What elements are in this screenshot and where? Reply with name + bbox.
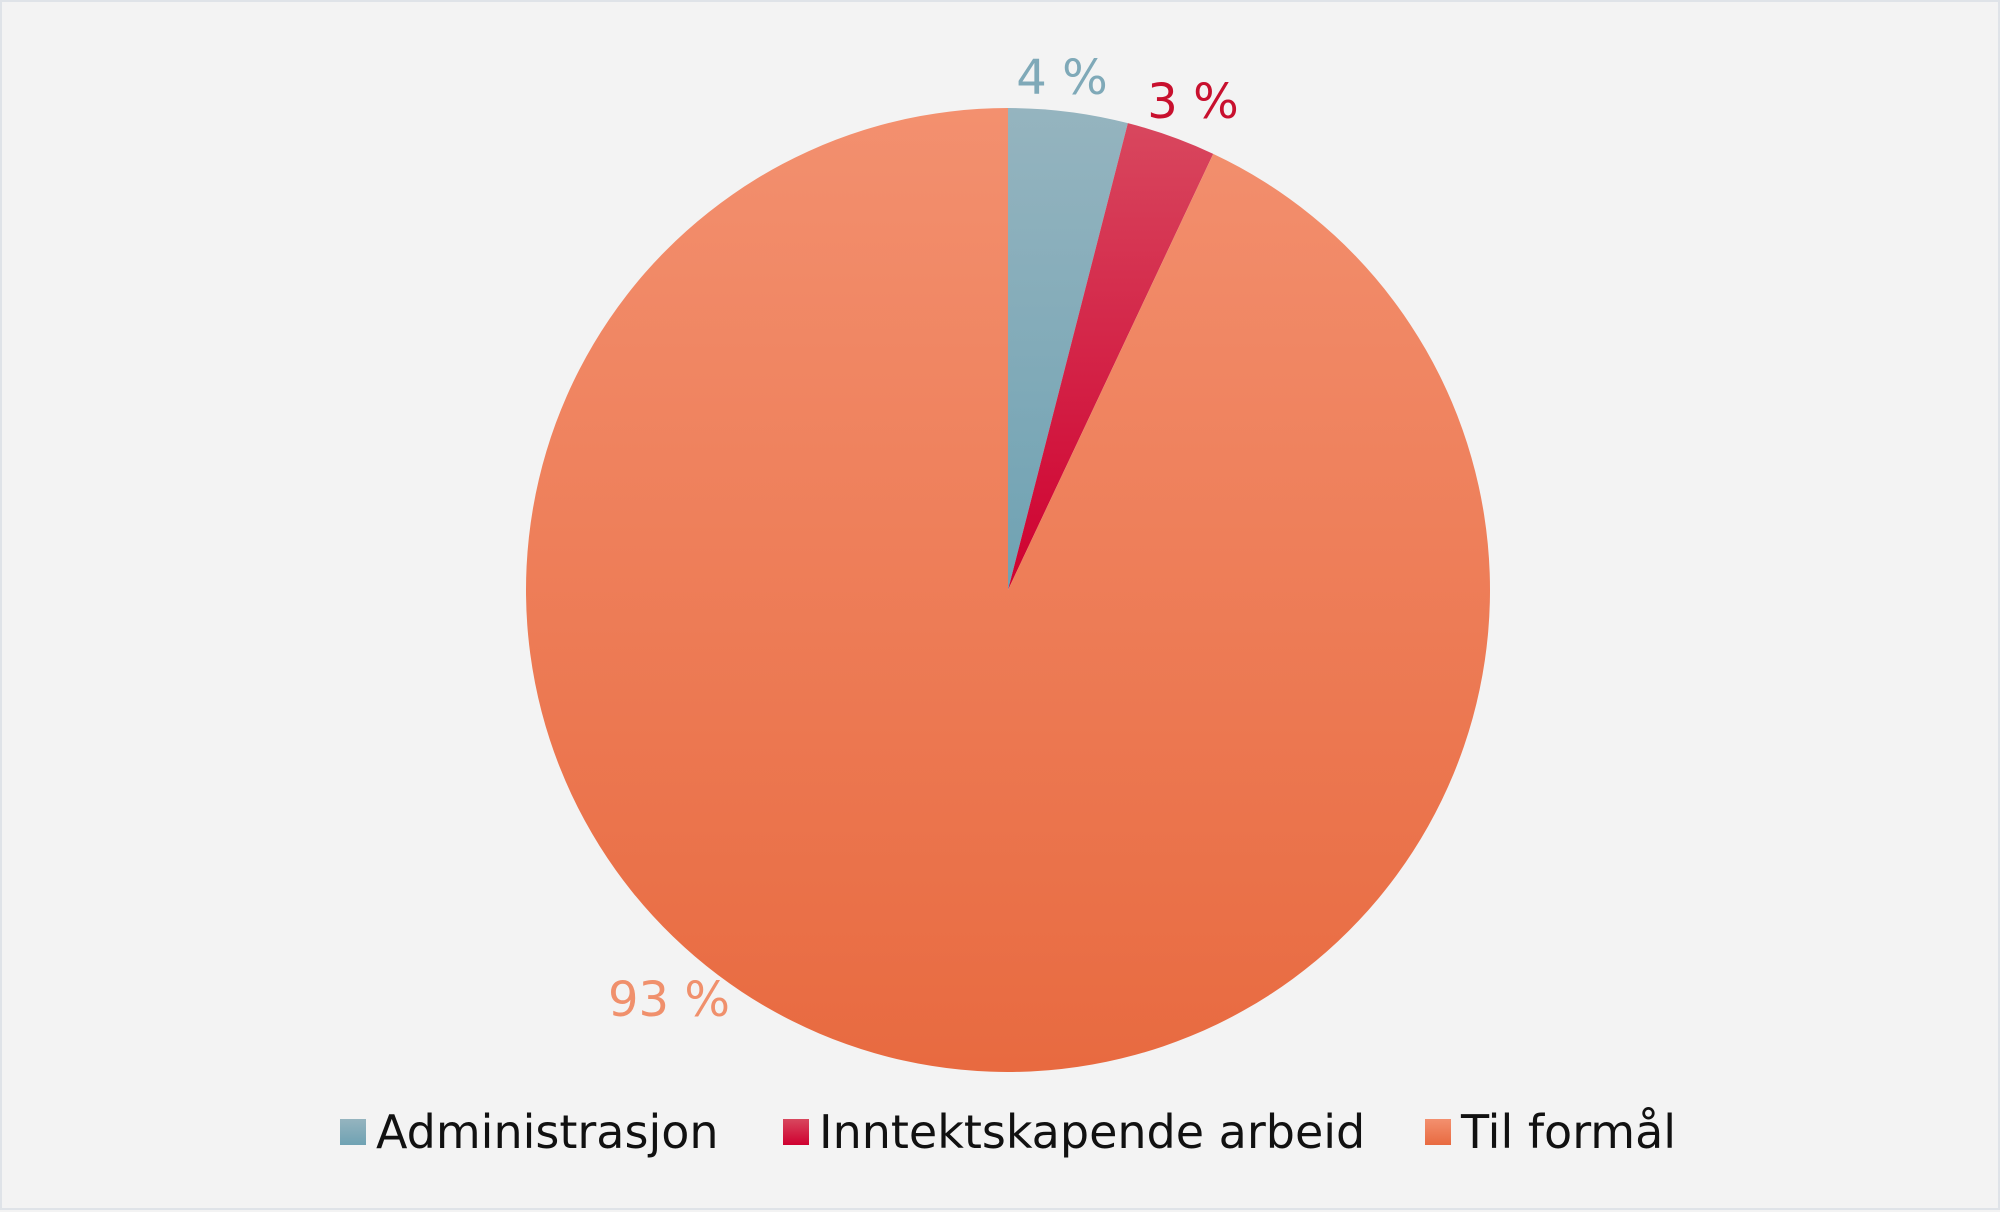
- legend-label-administrasjon: Administrasjon: [376, 1105, 719, 1159]
- legend-swatch-inntektskapende-arbeid: [783, 1119, 809, 1145]
- slice-label-administrasjon: 4 %: [1016, 50, 1107, 106]
- legend: Administrasjon Inntektskapende arbeid Ti…: [2, 1100, 2000, 1164]
- legend-item-inntektskapende-arbeid: Inntektskapende arbeid: [783, 1100, 1365, 1164]
- slice-til-formaal: [526, 108, 1490, 1073]
- slice-administrasjon: [1008, 108, 1128, 590]
- legend-swatch-til-formaal: [1425, 1119, 1451, 1145]
- legend-label-til-formaal: Til formål: [1461, 1105, 1677, 1159]
- slice-inntektskapende-arbeid: [1008, 123, 1214, 590]
- legend-label-inntektskapende-arbeid: Inntektskapende arbeid: [819, 1105, 1366, 1159]
- legend-item-til-formaal: Til formål: [1425, 1100, 1676, 1164]
- legend-swatch-administrasjon: [340, 1119, 366, 1145]
- slice-label-til-formaal: 93 %: [608, 972, 730, 1028]
- legend-item-administrasjon: Administrasjon: [340, 1100, 719, 1164]
- slice-label-inntektskapende-arbeid: 3 %: [1147, 74, 1238, 130]
